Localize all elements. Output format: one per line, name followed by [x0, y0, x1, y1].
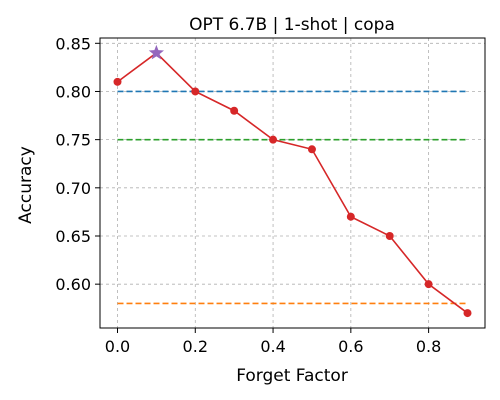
ticks: 0.0 0.2 0.4 0.6 0.8 0.60 0.65 0.70 0.75 0.80 0.85 [55, 34, 441, 356]
data-point [463, 309, 472, 318]
x-tick-label: 0.4 [260, 337, 285, 356]
data-point [269, 135, 278, 144]
grid [100, 38, 485, 328]
y-tick-label: 0.85 [55, 34, 91, 53]
y-tick-label: 0.65 [55, 227, 91, 246]
y-tick-label: 0.70 [55, 179, 91, 198]
series [113, 44, 472, 318]
data-point [346, 212, 355, 221]
data-point [307, 145, 316, 154]
reference-lines [117, 90, 468, 305]
x-tick-label: 0.0 [105, 337, 130, 356]
series-line [117, 51, 468, 314]
chart-title: OPT 6.7B | 1-shot | copa [189, 15, 395, 35]
data-point [385, 231, 394, 240]
data-point [191, 87, 200, 96]
data-point [424, 280, 433, 289]
x-axis-label: Forget Factor [236, 366, 348, 386]
plot-frame [99, 37, 486, 329]
y-tick-label: 0.80 [55, 82, 91, 101]
data-point [230, 106, 239, 115]
x-tick-label: 0.2 [183, 337, 208, 356]
y-axis-label: Accuracy [16, 146, 36, 224]
x-tick-label: 0.6 [338, 337, 363, 356]
x-tick-label: 0.8 [416, 337, 441, 356]
y-tick-label: 0.75 [55, 131, 91, 150]
data-point [113, 77, 122, 86]
y-tick-label: 0.60 [55, 275, 91, 294]
highlight-star-marker [148, 44, 164, 60]
